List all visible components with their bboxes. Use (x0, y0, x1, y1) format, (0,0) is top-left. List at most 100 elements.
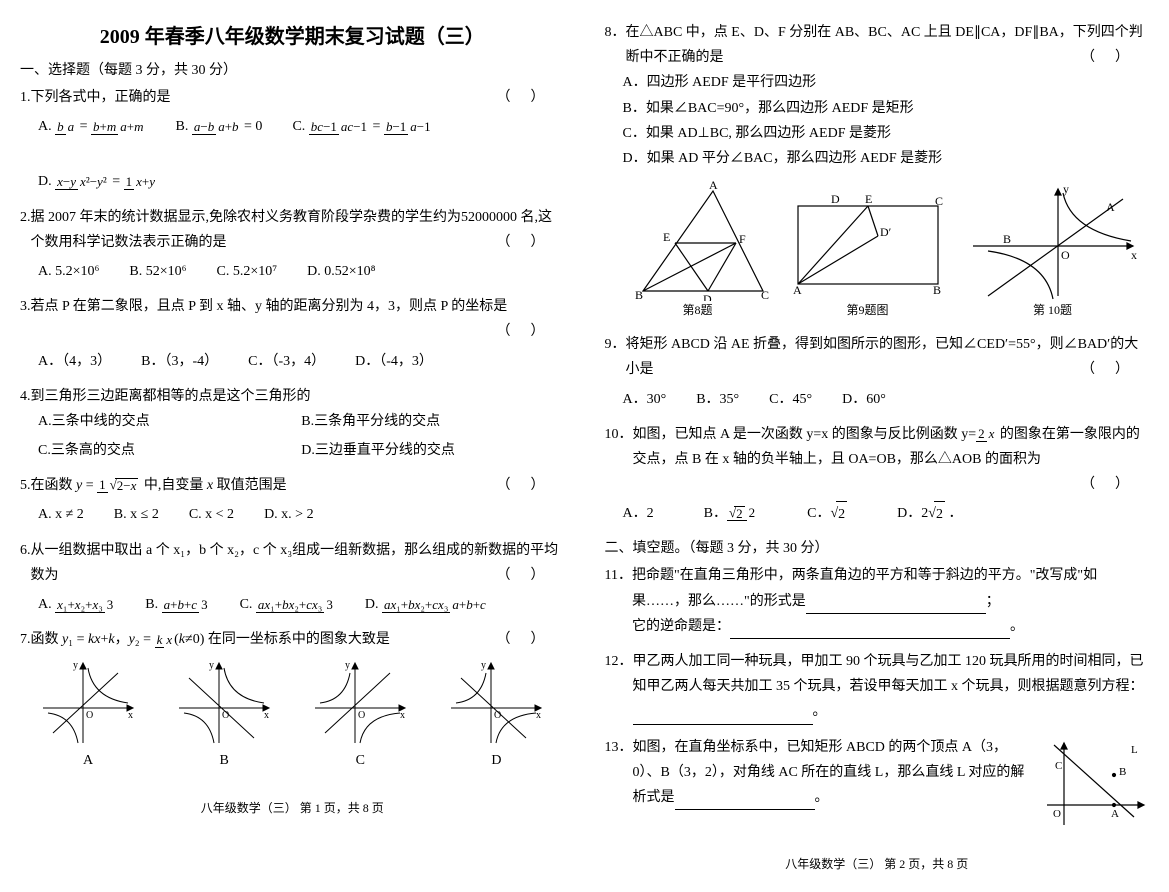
svg-text:B: B (635, 288, 643, 301)
q5-opt-a: A. x ≠ 2 (38, 502, 84, 527)
svg-text:A: A (1111, 808, 1119, 820)
answer-paren: （） (497, 473, 565, 498)
question-10: 10． 如图，已知点 A 是一次函数 y=x 的图象与反比例函数 y=2x 的图… (605, 422, 1150, 528)
q4-opt-b: B.三条角平分线的交点 (301, 409, 564, 434)
q2-options: A. 5.2×10⁶ B. 52×10⁶ C. 5.2×10⁷ D. 0.52×… (20, 259, 565, 284)
q5-opt-d: D. x. > 2 (264, 502, 314, 527)
page-2-footer: 八年级数学（三） 第 2 页，共 8 页 (605, 855, 1150, 872)
svg-text:O: O (1053, 808, 1061, 820)
svg-text:O: O (86, 710, 93, 721)
q1-options: A. ba = b+ma+m B. a−ba+b = 0 C. bc−1ac−1… (20, 114, 565, 194)
graph-d-label: D (446, 748, 546, 773)
q6-opt-a: A. x₁+x₂+x₃3 (38, 592, 115, 617)
section-1-head: 一、选择题（每题 3 分，共 30 分） (20, 59, 565, 79)
q9-num: 9． (605, 332, 626, 382)
question-12: 12． 甲乙两人加工同一种玩具，甲加工 90 个玩具与乙加工 120 玩具所用的… (605, 649, 1150, 725)
q9-opt-d: D．60° (842, 387, 886, 412)
q6-options: A. x₁+x₂+x₃3 B. a+b+c3 C. ax₁+bx₂+cx₃3 D… (20, 592, 565, 617)
svg-text:x: x (264, 710, 269, 721)
question-7: 7. 函数 y₁ = kx+k，y₂ = kx(k≠0) 在同一坐标系中的图象大… (20, 627, 565, 773)
q12-text: 甲乙两人加工同一种玩具，甲加工 90 个玩具与乙加工 120 玩具所用的时间相同… (633, 649, 1150, 725)
q5-opt-c: C. x < 2 (189, 502, 234, 527)
q6-opt-d: D. ax₁+bx₂+cx₃a+b+c (365, 592, 488, 617)
svg-text:y: y (481, 660, 486, 671)
graph-d: O x y D (446, 658, 546, 773)
svg-text:O: O (1061, 248, 1070, 262)
q10-opt-b: B．22 (704, 501, 757, 527)
q3-opt-d: D．（-4，3） (355, 349, 433, 374)
fig-10: A B O x y 第 10题 (963, 181, 1143, 318)
q6-num: 6. (20, 538, 31, 588)
q9-opt-a: A．30° (623, 387, 667, 412)
q13-num: 13． (605, 735, 633, 830)
svg-text:x: x (1131, 248, 1137, 262)
q3-opt-a: A．（4，3） (38, 349, 111, 374)
question-2: 2. 据 2007 年末的统计数据显示,免除农村义务教育阶段学杂费的学生约为52… (20, 205, 565, 285)
q9-opt-b: B．35° (696, 387, 739, 412)
fig10-caption: 第 10题 (963, 301, 1143, 318)
q10-opt-d: D．22 ． (897, 501, 962, 527)
q2-text: 据 2007 年末的统计数据显示,免除农村义务教育阶段学杂费的学生约为52000… (31, 210, 553, 250)
q2-opt-c: C. 5.2×10⁷ (217, 259, 278, 284)
question-5: 5. 在函数 y = 12−x 中,自变量 x 取值范围是（） A. x ≠ 2… (20, 473, 565, 527)
svg-text:A: A (1106, 200, 1115, 214)
svg-text:A: A (793, 283, 802, 297)
svg-text:O: O (494, 710, 501, 721)
fill-blank (675, 796, 815, 810)
svg-text:C: C (1055, 760, 1062, 772)
svg-text:x: x (400, 710, 405, 721)
graph-b: O x y B (174, 658, 274, 773)
question-8: 8． 在△ABC 中，点 E、D、F 分别在 AB、BC、AC 上且 DE∥CA… (605, 20, 1150, 171)
svg-text:D: D (703, 292, 712, 301)
q5-options: A. x ≠ 2 B. x ≤ 2 C. x < 2 D. x. > 2 (20, 502, 565, 527)
graph-a-label: A (38, 748, 138, 773)
svg-text:y: y (1063, 182, 1069, 196)
q6-opt-b: B. a+b+c3 (145, 592, 209, 617)
svg-text:y: y (209, 660, 214, 671)
q1-opt-c: C. bc−1ac−1 = b−1a−1 (292, 114, 432, 139)
page-2: 8． 在△ABC 中，点 E、D、F 分别在 AB、BC、AC 上且 DE∥CA… (605, 20, 1150, 872)
page-1-footer: 八年级数学（三） 第 1 页，共 8 页 (20, 799, 565, 816)
fig9-caption: 第9题图 (783, 301, 953, 318)
svg-text:E: E (865, 192, 872, 206)
q10-opt-c: C．2 (807, 501, 847, 527)
q5-opt-b: B. x ≤ 2 (114, 502, 159, 527)
q4-options: A.三条中线的交点 B.三条角平分线的交点 C.三条高的交点 D.三边垂直平分线… (20, 409, 565, 463)
question-1: 1. 下列各式中，正确的是（） A. ba = b+ma+m B. a−ba+b… (20, 85, 565, 195)
q9-opt-c: C．45° (769, 387, 812, 412)
answer-paren: （） (497, 627, 565, 652)
q4-opt-c: C.三条高的交点 (38, 438, 301, 463)
q1-opt-b: B. a−ba+b = 0 (176, 114, 263, 139)
q3-opt-b: B．（3，-4） (141, 349, 218, 374)
q8-opt-a: A．四边形 AEDF 是平行四边形 (623, 70, 1150, 95)
graph-a: O x y A (38, 658, 138, 773)
question-9: 9． 将矩形 ABCD 沿 AE 折叠，得到如图所示的图形，已知∠CED′=55… (605, 332, 1150, 412)
q5-text: 在函数 y = 12−x 中,自变量 x 取值范围是（） (31, 473, 565, 498)
q4-text: 到三角形三边距离都相等的点是这个三角形的 (31, 384, 565, 409)
q3-options: A．（4，3） B．（3，-4） C．（-3，4） D．（-4，3） (20, 349, 565, 374)
q1-opt-d: D. x−yx²−y² = 1x+y (38, 169, 157, 194)
svg-text:D: D (831, 192, 840, 206)
q10-options: A．2 B．22 C．2 D．22 ． (605, 501, 1150, 527)
q11-num: 11． (605, 563, 632, 639)
q8-opt-d: D．如果 AD 平分∠BAC，那么四边形 AEDF 是菱形 (623, 146, 1150, 171)
fig-13: A B C O L (1039, 735, 1149, 830)
svg-text:B: B (1003, 232, 1011, 246)
q8-num: 8． (605, 20, 626, 70)
fig8-caption: 第8题 (623, 301, 773, 318)
svg-text:L: L (1131, 744, 1138, 756)
question-13: 13． 如图，在直角坐标系中，已知矩形 ABCD 的两个顶点 A（3，0）、B（… (605, 735, 1150, 830)
q12-num: 12． (605, 649, 633, 725)
question-4: 4. 到三角形三边距离都相等的点是这个三角形的 A.三条中线的交点 B.三条角平… (20, 384, 565, 464)
q10-opt-a: A．2 (623, 501, 654, 527)
q4-opt-d: D.三边垂直平分线的交点 (301, 438, 564, 463)
section-2-head: 二、填空题。（每题 3 分，共 30 分） (605, 537, 1150, 557)
svg-text:E: E (663, 230, 670, 244)
svg-text:C: C (935, 194, 943, 208)
q7-num: 7. (20, 627, 31, 652)
graph-b-label: B (174, 748, 274, 773)
page-1: 2009 年春季八年级数学期末复习试题（三） 一、选择题（每题 3 分，共 30… (20, 20, 565, 872)
svg-text:O: O (222, 710, 229, 721)
q1-text: 下列各式中，正确的是 (31, 90, 171, 105)
question-3: 3. 若点 P 在第二象限，且点 P 到 x 轴、y 轴的距离分别为 4，3，则… (20, 294, 565, 374)
